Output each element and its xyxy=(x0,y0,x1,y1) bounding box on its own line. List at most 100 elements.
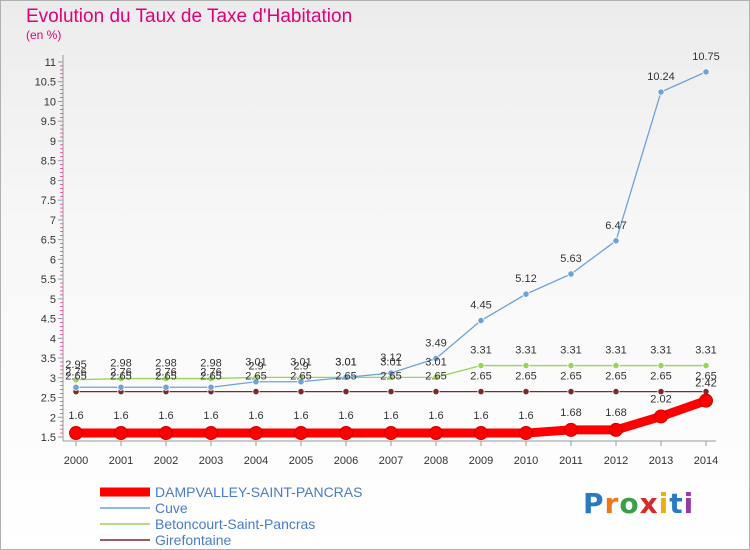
y-tick-label: 10.5 xyxy=(35,77,56,89)
series-2-labels: 2.95 2.98 2.98 2.98 3.01 3.01 3.01 3.01 3.01 3.31… xyxy=(65,345,716,371)
x-tick-label: 2010 xyxy=(514,455,538,467)
data-label: 3.01 xyxy=(290,356,311,368)
data-point xyxy=(702,68,710,76)
data-label: 3.01 xyxy=(335,356,356,368)
data-point xyxy=(432,388,440,396)
data-label: 1.6 xyxy=(203,410,218,422)
data-point xyxy=(297,378,305,386)
data-point xyxy=(612,388,620,396)
series-0 xyxy=(69,393,713,441)
data-point xyxy=(522,361,530,370)
data-label: 2.76 xyxy=(110,366,131,378)
y-tick-label: 6 xyxy=(50,254,56,266)
y-tick-label: 3 xyxy=(50,373,56,385)
data-point xyxy=(159,426,173,441)
data-point xyxy=(252,388,260,396)
x-tick-label: 2001 xyxy=(109,455,133,467)
data-label: 1.6 xyxy=(293,410,308,422)
data-point xyxy=(702,361,710,370)
data-label: 2.02 xyxy=(650,393,671,405)
data-label: 3.01 xyxy=(335,356,356,368)
data-point xyxy=(477,388,485,396)
data-point xyxy=(474,426,488,441)
data-label: 10.75 xyxy=(692,51,720,63)
data-label: 3.12 xyxy=(380,352,401,364)
x-tick-label: 2014 xyxy=(694,455,718,467)
logo-letter: t xyxy=(669,487,684,520)
logo-letter: i xyxy=(658,487,670,520)
data-label: 1.68 xyxy=(560,407,581,419)
data-label: 1.6 xyxy=(473,410,488,422)
legend-label: Cuve xyxy=(155,500,188,516)
data-label: 1.6 xyxy=(113,410,128,422)
data-point xyxy=(384,426,398,441)
data-label: 3.31 xyxy=(560,345,581,357)
data-point xyxy=(294,426,308,441)
data-point xyxy=(612,237,620,245)
logo-letter: x xyxy=(639,487,659,520)
y-tick-label: 11 xyxy=(45,57,56,69)
data-point xyxy=(567,388,575,396)
data-label: 2.65 xyxy=(650,371,671,383)
data-point xyxy=(207,374,215,383)
data-point xyxy=(477,316,485,325)
series-3-labels: 2.65 2.65 2.65 2.65 2.65 2.65 2.65 2.65 2.65 2.65… xyxy=(65,371,716,383)
data-label: 2.65 xyxy=(605,371,626,383)
data-label: 3.49 xyxy=(425,337,446,349)
data-point xyxy=(612,361,620,370)
data-label: 2.65 xyxy=(65,371,86,383)
data-point xyxy=(252,378,260,386)
data-point xyxy=(519,426,533,441)
x-tick-label: 2009 xyxy=(469,455,493,467)
data-label: 1.6 xyxy=(428,410,443,422)
data-label: 3.31 xyxy=(605,345,626,357)
data-point xyxy=(699,393,713,408)
data-point xyxy=(72,383,80,391)
data-point xyxy=(342,373,350,381)
data-point xyxy=(432,354,440,363)
data-point xyxy=(657,388,665,396)
x-tick-label: 2011 xyxy=(559,455,583,467)
data-label: 3.01 xyxy=(245,356,266,368)
data-point xyxy=(654,409,668,424)
data-label: 2.65 xyxy=(110,371,131,383)
data-point xyxy=(162,383,170,391)
data-label: 10.24 xyxy=(647,71,675,83)
logo-letter: i xyxy=(683,487,695,520)
data-point xyxy=(117,374,125,383)
data-label: 2.65 xyxy=(380,371,401,383)
data-label: 2.65 xyxy=(155,371,176,383)
x-tick-label: 2005 xyxy=(289,455,313,467)
data-point xyxy=(297,388,305,396)
data-point xyxy=(567,270,575,278)
data-point xyxy=(342,388,350,396)
data-point xyxy=(387,388,395,396)
data-label: 2.76 xyxy=(200,366,221,378)
y-tick-label: 1.5 xyxy=(41,432,56,444)
y-tick-label: 5.5 xyxy=(41,274,56,286)
chart-title: Evolution du Taux de Taxe d'Habitation xyxy=(26,6,353,27)
y-tick-label: 4 xyxy=(50,333,56,345)
data-point xyxy=(207,383,215,391)
series-layer: 1.6 1.6 1.6 1.6 1.6 1.6 1.6 1.6 1.6 1.6 1.6 1.68 1.6… xyxy=(65,51,720,441)
y-tick-label: 2 xyxy=(50,412,56,424)
chart-subtitle: (en %) xyxy=(26,28,62,42)
data-label: 5.63 xyxy=(560,253,581,265)
y-tick-label: 10 xyxy=(44,96,56,108)
data-point xyxy=(657,88,665,96)
y-tick-label: 3.5 xyxy=(41,353,56,365)
data-label: 3.31 xyxy=(470,345,491,357)
data-label: 2.9 xyxy=(248,361,263,373)
y-tick-label: 9 xyxy=(50,136,56,148)
logo-letter: P xyxy=(583,487,605,520)
data-label: 1.6 xyxy=(518,410,533,422)
data-label: 2.65 xyxy=(425,371,446,383)
y-tick-label: 9.5 xyxy=(41,116,56,128)
data-label: 2.65 xyxy=(515,371,536,383)
data-label: 2.65 xyxy=(470,371,491,383)
data-label: 2.98 xyxy=(200,358,221,370)
data-point xyxy=(429,426,443,441)
legend-label: Betoncourt-Saint-Pancras xyxy=(155,516,315,532)
data-point xyxy=(522,388,530,396)
